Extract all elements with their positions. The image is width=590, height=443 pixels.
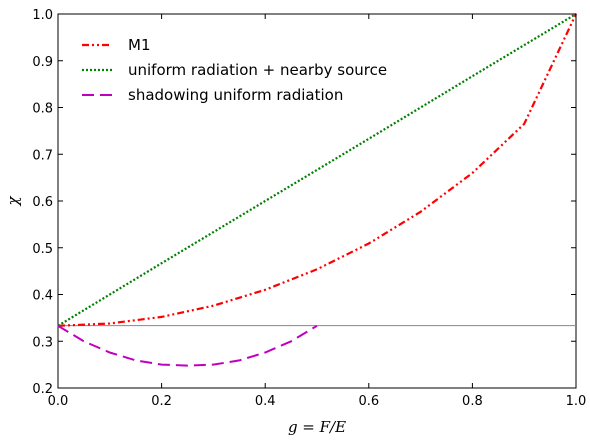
y-tick-label: 0.3 [32, 335, 53, 350]
series-layer [57, 13, 577, 367]
y-tick-label: 0.2 [32, 382, 53, 397]
y-tick-label: 0.8 [32, 102, 53, 117]
x-tick-label: 0.4 [255, 394, 276, 409]
legend: M1 uniform radiation + nearby source shado… [82, 36, 387, 104]
x-tick-label: 0.0 [48, 394, 69, 409]
legend-label-2: uniform radiation + nearby source [128, 61, 387, 79]
legend-label-1: M1 [128, 36, 151, 54]
y-tick-label: 0.5 [32, 242, 53, 257]
x-tick-label: 0.8 [462, 394, 483, 409]
y-tick-label: 1.0 [32, 8, 53, 23]
x-tick-label: 0.6 [358, 394, 379, 409]
x-tick-label: 1.0 [566, 394, 587, 409]
y-tick-label: 0.7 [32, 148, 53, 163]
series-line-2 [57, 13, 577, 327]
y-tick-label: 0.6 [32, 195, 53, 210]
legend-label-3: shadowing uniform radiation [128, 86, 343, 104]
y-tick-label: 0.4 [32, 289, 53, 304]
x-tick-label: 0.2 [151, 394, 172, 409]
y-tick-label: 0.9 [32, 55, 53, 70]
series-line-3 [57, 324, 318, 367]
tick-layer: 0.0 0.2 0.4 0.6 0.8 1.00.20.30.40.50.60.70.80… [32, 8, 586, 409]
series-line-1 [57, 13, 577, 327]
x-axis-title: g = F/E [288, 418, 346, 436]
y-axis-title: χ [4, 196, 22, 207]
